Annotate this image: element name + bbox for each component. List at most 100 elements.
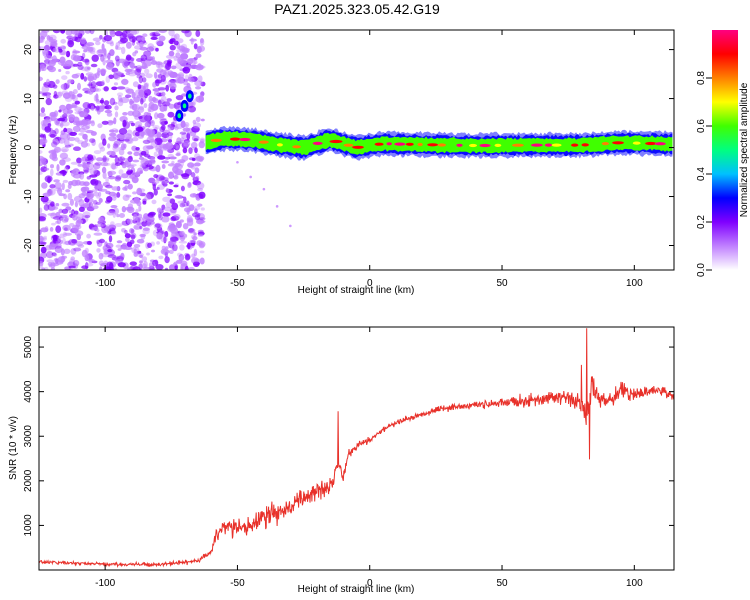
noise-speckle bbox=[173, 40, 179, 46]
noise-speckle bbox=[179, 46, 189, 55]
noise-speckle bbox=[148, 177, 156, 184]
noise-speckle bbox=[194, 147, 198, 154]
noise-speckle bbox=[193, 56, 198, 60]
noise-speckle bbox=[49, 133, 56, 138]
noise-speckle bbox=[102, 138, 107, 146]
noise-speckle bbox=[147, 43, 154, 49]
noise-speckle bbox=[168, 50, 175, 57]
noise-speckle bbox=[170, 216, 177, 222]
noise-speckle bbox=[60, 146, 69, 153]
snr-y-axis-label: SNR (10 * v/v) bbox=[8, 416, 19, 480]
noise-speckle bbox=[72, 94, 78, 102]
noise-speckle bbox=[39, 76, 43, 82]
noise-speckle bbox=[179, 202, 186, 208]
noise-speckle bbox=[74, 106, 82, 112]
noise-speckle bbox=[86, 176, 92, 180]
noise-speckle bbox=[80, 141, 88, 148]
noise-speckle bbox=[193, 43, 198, 50]
spectrogram-x-tick-label: 0 bbox=[367, 278, 373, 289]
noise-speckle bbox=[188, 147, 193, 155]
noise-speckle bbox=[164, 121, 168, 125]
noise-speckle bbox=[193, 138, 199, 142]
noise-speckle bbox=[54, 182, 62, 190]
signal-peak bbox=[374, 142, 384, 146]
signal-peak bbox=[612, 141, 624, 145]
noise-speckle bbox=[163, 206, 172, 212]
noise-speckle bbox=[61, 182, 65, 191]
noise-speckle bbox=[154, 137, 163, 146]
noise-speckle bbox=[42, 192, 51, 197]
noise-speckle bbox=[109, 129, 115, 133]
noise-speckle bbox=[72, 213, 78, 221]
noise-speckle bbox=[83, 186, 90, 192]
noise-speckle bbox=[71, 73, 80, 79]
noise-speckle bbox=[73, 55, 82, 62]
noise-speckle bbox=[50, 168, 54, 177]
noise-speckle bbox=[67, 192, 73, 201]
noise-speckle bbox=[92, 88, 102, 92]
noise-speckle bbox=[104, 105, 109, 110]
noise-speckle bbox=[129, 228, 135, 234]
colorbar-tick-label: 0.2 bbox=[696, 215, 707, 229]
noise-speckle bbox=[165, 84, 169, 92]
noise-speckle bbox=[195, 155, 205, 162]
noise-speckle bbox=[162, 249, 171, 254]
noise-speckle bbox=[143, 103, 148, 109]
noise-speckle bbox=[39, 91, 44, 94]
noise-speckle bbox=[194, 214, 201, 221]
noise-speckle bbox=[139, 46, 148, 51]
noise-speckle bbox=[106, 211, 115, 216]
noise-speckle bbox=[102, 57, 106, 66]
signal-peak bbox=[645, 141, 657, 146]
noise-speckle bbox=[64, 232, 72, 236]
noise-speckle bbox=[121, 228, 126, 233]
noise-speckle bbox=[72, 63, 79, 67]
noise-speckle bbox=[68, 210, 75, 214]
noise-speckle bbox=[53, 110, 59, 117]
noise-speckle bbox=[87, 66, 91, 70]
noise-speckle bbox=[93, 150, 102, 155]
noise-speckle bbox=[178, 253, 185, 262]
noise-speckle bbox=[139, 225, 143, 230]
noise-speckle bbox=[101, 80, 105, 86]
noise-speckle bbox=[86, 240, 93, 245]
noise-speckle bbox=[184, 122, 190, 128]
noise-speckle bbox=[101, 43, 105, 51]
noise-speckle bbox=[96, 157, 104, 162]
noise-speckle bbox=[45, 244, 53, 251]
noise-speckle bbox=[164, 142, 174, 150]
noise-speckle bbox=[158, 30, 168, 34]
noise-speckle bbox=[127, 129, 133, 136]
noise-speckle bbox=[189, 239, 196, 243]
noise-speckle bbox=[91, 138, 96, 146]
signal-peak bbox=[417, 142, 423, 147]
noise-speckle bbox=[113, 193, 117, 199]
noise-speckle bbox=[55, 203, 60, 207]
spectrogram-y-axis-label: Frequency (Hz) bbox=[8, 116, 19, 185]
noise-speckle bbox=[117, 99, 124, 107]
noise-speckle bbox=[193, 122, 201, 129]
noise-speckle bbox=[141, 256, 148, 262]
noise-speckle bbox=[48, 36, 54, 41]
noise-speckle bbox=[168, 181, 174, 185]
noise-speckle bbox=[39, 207, 43, 214]
noise-speckle bbox=[43, 204, 50, 211]
noise-speckle bbox=[90, 131, 97, 136]
noise-speckle bbox=[62, 237, 66, 245]
noise-speckle bbox=[101, 157, 110, 161]
noise-speckle bbox=[63, 193, 67, 200]
noise-speckle bbox=[114, 30, 123, 37]
noise-speckle bbox=[58, 136, 63, 142]
noise-speckle bbox=[144, 154, 151, 158]
noise-speckle bbox=[175, 95, 184, 101]
noise-speckle bbox=[125, 41, 132, 49]
noise-speckle bbox=[122, 30, 128, 38]
noise-speckle bbox=[199, 257, 205, 265]
noise-speckle bbox=[131, 103, 138, 111]
noise-speckle bbox=[149, 139, 156, 143]
noise-speckle bbox=[84, 43, 91, 48]
noise-speckle bbox=[124, 136, 133, 144]
noise-speckle bbox=[73, 146, 81, 151]
noise-speckle bbox=[123, 179, 131, 185]
noise-speckle bbox=[45, 98, 52, 106]
